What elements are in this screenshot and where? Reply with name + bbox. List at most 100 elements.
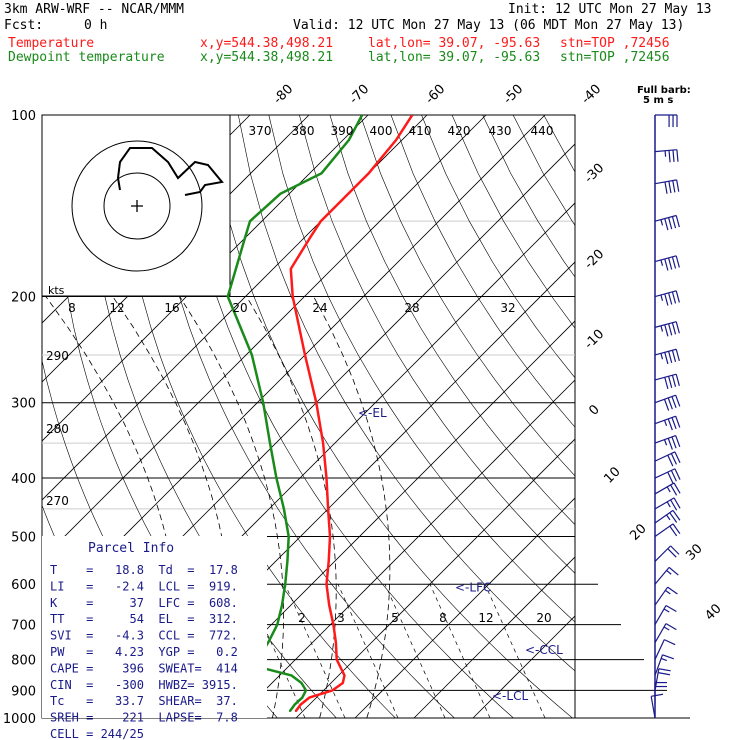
- dewpoint-point-18: [251, 354, 253, 356]
- isotherm-label--20: -20: [582, 247, 608, 273]
- dewpoint-latlon: lat,lon= 39.07, -95.63: [368, 50, 541, 65]
- barb-half-325: [663, 419, 668, 427]
- temperature-point-9: [328, 604, 330, 606]
- moist-adiabat-16: [179, 296, 285, 718]
- barb-flag-225-0: [675, 321, 680, 334]
- barb-shaft-650: [654, 586, 669, 606]
- temperature-line: [289, 115, 414, 713]
- barb-flag-225-2: [668, 323, 673, 336]
- barb-flag-700-0: [665, 605, 677, 613]
- hodo-unit-label: kts: [48, 284, 65, 297]
- barb-half-425: [666, 486, 671, 493]
- temperature-point-25: [411, 115, 413, 116]
- barb-flag-275-0: [675, 374, 680, 386]
- temperature-point-18: [292, 295, 294, 298]
- barb-flag-275-1: [671, 375, 677, 387]
- isotherm-40: [413, 556, 575, 718]
- barb-flag-115-2: [668, 150, 671, 163]
- temperature-point-7: [335, 642, 337, 644]
- isotherm-label-30: 30: [683, 541, 705, 563]
- barb-flag-1000-0: [651, 693, 664, 697]
- dewpoint-point-9: [276, 623, 278, 626]
- isotherm-label--40: -40: [579, 82, 605, 108]
- barb-half-175: [660, 259, 664, 266]
- isotherm-10: [236, 379, 575, 718]
- temperature-point-0: [294, 710, 297, 712]
- barb-flag-325-2: [667, 418, 673, 431]
- barb-shaft-550: [654, 545, 671, 562]
- theta-label-410: 410: [409, 124, 432, 138]
- hodograph-center: [131, 200, 143, 212]
- dry-adiabat-410: [421, 115, 575, 379]
- dewpoint-point-13: [288, 535, 290, 538]
- mixing-label-12: 12: [478, 611, 493, 625]
- parcel-info-panel: Parcel Info T = 18.8 Td = 17.8 LI = -2.4 L…: [42, 536, 267, 740]
- isotherm-label--80: -80: [271, 82, 297, 108]
- annotation-ccl: <-CCL: [525, 643, 563, 657]
- barb-flag-375-0: [674, 451, 681, 463]
- dry-adiabat-430: [482, 115, 575, 278]
- fcst-value: 0 h: [84, 18, 108, 33]
- temperature-point-20: [309, 237, 311, 239]
- barb-flag-350-0: [675, 435, 681, 448]
- pressure-label-900: 900: [11, 684, 36, 699]
- dewpoint-line: [226, 115, 364, 713]
- barb-flag-150-1: [671, 216, 677, 229]
- temperature-point-11: [328, 560, 330, 563]
- barb-shaft-115: [654, 149, 677, 153]
- dewpoint-point-19: [227, 295, 229, 298]
- barb-half-600: [666, 569, 672, 575]
- theta-label-390: 390: [331, 124, 354, 138]
- hodo-speed-label-12: 12: [109, 301, 124, 315]
- barb-key-value: 5 m s: [643, 95, 673, 106]
- dry-adiabat-400: [390, 115, 575, 428]
- hodo-speed-label-28: 28: [404, 301, 419, 315]
- isotherm-50: [472, 615, 575, 718]
- barb-half-150: [660, 219, 664, 226]
- annotation-lfc: <-LFC: [455, 581, 491, 595]
- isotherm--70: [42, 115, 369, 442]
- parcel-row-0: T = 18.8 Td = 17.8: [50, 563, 238, 577]
- temperature-point-1: [299, 703, 302, 706]
- barb-flag-600-0: [668, 566, 679, 576]
- isotherm-label-20: 20: [627, 521, 649, 543]
- valid-time: Valid: 12 UTC Mon 27 May 13 (06 MDT Mon …: [293, 18, 685, 33]
- hodograph-ring-outer: [71, 140, 203, 272]
- theta-label-440: 440: [531, 124, 554, 138]
- hodograph-trace: [116, 147, 224, 196]
- barb-flag-250-0: [675, 349, 680, 362]
- barb-half-250: [660, 353, 664, 360]
- left-theta-label-280: 280: [46, 422, 69, 436]
- barb-half-450: [666, 501, 671, 508]
- parcel-row-10: CELL = 244/25: [50, 727, 144, 740]
- barb-flag-275-3: [664, 377, 669, 390]
- left-theta-label-290: 290: [46, 349, 69, 363]
- theta-label-380: 380: [292, 124, 315, 138]
- temperature-point-8: [332, 623, 334, 626]
- barb-shaft-475: [654, 509, 674, 524]
- temperature-legend-label: Temperature: [8, 36, 95, 51]
- pressure-label-500: 500: [11, 530, 36, 545]
- barb-shaft-400: [654, 468, 676, 479]
- pressure-label-300: 300: [11, 397, 36, 412]
- temperature-point-19: [290, 268, 292, 270]
- dry-adiabat-440: [512, 115, 575, 226]
- temperature-point-17: [304, 354, 306, 356]
- dewpoint-point-11: [284, 583, 286, 585]
- barb-flag-275-2: [668, 376, 673, 389]
- temperature-point-24: [395, 139, 397, 141]
- barb-flag-375-1: [670, 453, 677, 465]
- barb-flag-350-1: [671, 436, 677, 449]
- mixing-line-4: [429, 584, 491, 718]
- barb-shaft-1000: [650, 696, 656, 719]
- barb-flag-375-2: [667, 454, 674, 467]
- temperature-point-4: [342, 682, 344, 684]
- barb-flag-250-2: [668, 351, 673, 364]
- barb-flag-175-1: [671, 256, 677, 269]
- dewpoint-point-17: [262, 402, 264, 404]
- parcel-row-3: TT = 54 EL = 312.: [50, 612, 238, 626]
- barb-flag-325-1: [671, 417, 677, 429]
- temperature-point-2: [308, 696, 310, 699]
- dewpoint-point-25: [361, 115, 363, 116]
